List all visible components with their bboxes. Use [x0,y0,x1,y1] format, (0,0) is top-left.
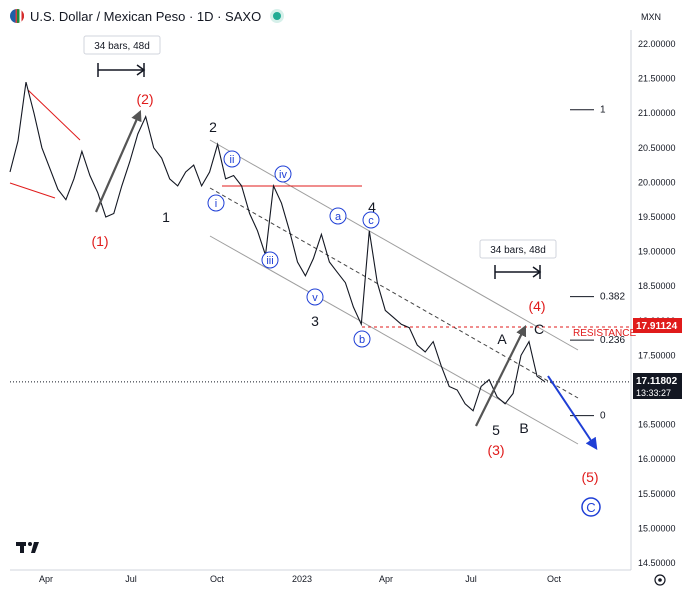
x-tick-label: Apr [39,574,53,584]
fib-level-label: 1 [600,105,606,116]
y-tick-label: 14.50000 [638,558,676,568]
svg-text:a: a [335,211,342,223]
x-tick-label: Jul [465,574,477,584]
y-tick-label: 19.50000 [638,212,676,222]
circled-label-b: b [353,330,371,348]
gear-icon[interactable] [654,574,666,586]
y-tick-label: 20.50000 [638,143,676,153]
svg-text:c: c [368,215,374,227]
price-series-line [9,81,546,412]
fib-level-label: 0.382 [600,292,625,303]
y-tick-label: 16.00000 [638,454,676,464]
wave-labels-black: 2 1 3 4 5 A B C [162,119,544,438]
wave-label-C: C [534,321,544,337]
svg-text:i: i [215,198,217,210]
circled-label-a: a [329,207,347,225]
y-tick-label: 18.50000 [638,281,676,291]
symbol-title[interactable]: U.S. Dollar / Mexican Peso · 1D · SAXO [30,8,262,24]
svg-text:v: v [312,292,318,304]
wave-label-4: 4 [368,199,376,215]
wave-label-A: A [497,331,507,347]
bars-range-2[interactable]: 34 bars, 48d [479,239,557,279]
wave-label-2-red: (2) [136,91,153,107]
impulse-arrows [94,109,527,427]
y-tick-label: 15.00000 [638,523,676,533]
x-tick-label: 2023 [292,574,312,584]
y-tick-label: 19.00000 [638,247,676,257]
bars-range-1-label: 34 bars, 48d [94,41,150,52]
x-tick-label: Oct [547,574,562,584]
time-axis[interactable]: Apr Jul Oct 2023 Apr Jul Oct [39,574,562,584]
wave-label-3: 3 [311,313,319,329]
last-price-text: 17.11802 [636,376,678,387]
resistance-price-tag: 17.91124 [633,318,682,333]
y-tick-label: 15.50000 [638,489,676,499]
circled-label-C: C [581,497,601,517]
wave-label-4-red: (4) [528,298,545,314]
circled-label-ii: ii [223,150,241,168]
resistance-label: RESISTANCE [573,328,636,339]
wave-labels-circled: ii i iv iii v a b c C [207,150,601,517]
circled-label-iv: iv [274,165,292,183]
wave-labels-red: (2) (1) (3) (4) (5) [91,91,598,485]
y-tick-label: 21.00000 [638,108,676,118]
last-price-tag: 17.11802 13:33:27 [633,373,682,399]
circled-label-i: i [207,194,225,212]
bars-range-2-label: 34 bars, 48d [490,245,546,256]
countdown-text: 13:33:27 [636,388,671,398]
y-tick-label: 20.00000 [638,177,676,187]
fib-levels: 1 0.382 0.236 0 [570,105,625,422]
fib-level-label: 0.236 [600,335,625,346]
circled-label-iii: iii [261,251,279,269]
circled-label-c: c [362,211,380,229]
x-tick-label: Oct [210,574,225,584]
y-tick-label: 22.00000 [638,39,676,49]
bars-range-1[interactable]: 34 bars, 48d [83,35,161,77]
y-tick-label: 17.50000 [638,350,676,360]
wave-label-1-red: (1) [91,233,108,249]
svg-text:b: b [359,334,365,346]
svg-text:iv: iv [279,169,287,181]
tradingview-logo-icon [16,540,44,559]
currency-flag-icon [10,9,24,23]
wave-label-5-red: (5) [581,469,598,485]
chart-header: U.S. Dollar / Mexican Peso · 1D · SAXO [0,0,282,32]
wave-label-5: 5 [492,422,500,438]
x-tick-label: Jul [125,574,137,584]
trend-channel [209,139,579,445]
wave-label-1: 1 [162,209,170,225]
svg-text:ii: ii [230,154,235,166]
currency-label[interactable]: MXN [641,12,661,22]
x-tick-label: Apr [379,574,393,584]
wave-label-2: 2 [209,119,217,135]
svg-text:C: C [586,500,595,515]
wave-label-B: B [519,420,528,436]
fib-level-label: 0 [600,411,606,422]
wave-label-3-red: (3) [487,442,504,458]
y-tick-label: 16.50000 [638,420,676,430]
y-tick-label: 21.50000 [638,74,676,84]
circled-label-v: v [306,288,324,306]
svg-text:iii: iii [266,255,273,267]
projection-arrow [547,375,598,450]
wedge-lines [9,89,81,199]
resistance-price-text: 17.91124 [636,321,678,332]
price-axis[interactable]: 22.00000 21.50000 21.00000 20.50000 20.00000… [638,39,676,568]
market-status-icon [273,12,282,20]
